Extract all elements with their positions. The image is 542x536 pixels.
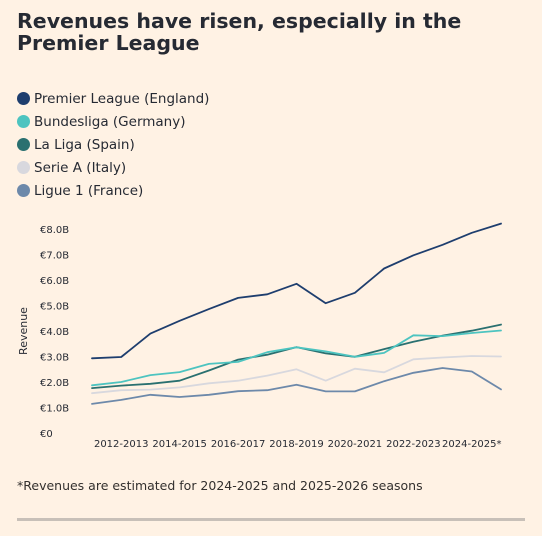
legend-label-la-liga: La Liga (Spain) <box>34 136 135 153</box>
y-tick-label: €6.0B <box>40 276 69 287</box>
series-line-serie-a-italy <box>91 355 502 395</box>
series-line-bundesliga-germany <box>91 329 502 387</box>
legend-item-serie-a: Serie A (Italy) <box>17 156 209 179</box>
y-tick-label: €8.0B <box>40 225 69 236</box>
legend-item-premier-league: Premier League (England) <box>17 87 209 110</box>
y-tick-label: €7.0B <box>40 251 69 262</box>
series-line-premier-league-england <box>91 222 502 360</box>
y-axis-label: Revenue <box>17 307 30 355</box>
legend-swatch-la-liga <box>17 138 30 151</box>
y-axis-ticks: €0 €1.0B €2.0B €3.0B €4.0B €5.0B €6.0B €7.0B €8.… <box>40 225 69 440</box>
series-line-ligue-1-france <box>91 367 502 405</box>
y-tick-label: €2.0B <box>40 378 69 389</box>
x-tick-label: 2020-2021 <box>328 439 383 450</box>
x-tick-label: 2018-2019 <box>269 439 324 450</box>
bottom-rule <box>17 518 525 521</box>
x-tick-label: 2012-2013 <box>94 439 149 450</box>
x-tick-label: 2024-2025* <box>442 439 502 450</box>
x-axis-ticks: 2012-2013 2014-2015 2016-2017 2018-2019 2020… <box>94 439 502 450</box>
legend-swatch-bundesliga <box>17 115 30 128</box>
legend: Premier League (England) Bundesliga (Ger… <box>17 87 209 202</box>
y-tick-label: €3.0B <box>40 353 69 364</box>
legend-label-serie-a: Serie A (Italy) <box>34 159 127 176</box>
series-lines <box>91 222 502 405</box>
series-line-la-liga-spain <box>91 323 502 390</box>
y-tick-label: €0 <box>40 429 53 440</box>
legend-swatch-ligue-1 <box>17 184 30 197</box>
x-tick-label: 2014-2015 <box>152 439 207 450</box>
x-tick-label: 2022-2023 <box>386 439 441 450</box>
y-tick-label: €4.0B <box>40 327 69 338</box>
chart-title: Revenues have risen, especially in the P… <box>17 9 462 55</box>
legend-item-bundesliga: Bundesliga (Germany) <box>17 110 209 133</box>
legend-label-ligue-1: Ligue 1 (France) <box>34 182 144 199</box>
legend-swatch-serie-a <box>17 161 30 174</box>
x-tick-label: 2016-2017 <box>211 439 266 450</box>
legend-item-ligue-1: Ligue 1 (France) <box>17 179 209 202</box>
legend-label-bundesliga: Bundesliga (Germany) <box>34 113 186 130</box>
legend-item-la-liga: La Liga (Spain) <box>17 133 209 156</box>
y-tick-label: €5.0B <box>40 302 69 313</box>
legend-swatch-premier-league <box>17 92 30 105</box>
legend-label-premier-league: Premier League (England) <box>34 90 210 107</box>
footnote: *Revenues are estimated for 2024-2025 an… <box>17 478 423 493</box>
y-tick-label: €1.0B <box>40 404 69 415</box>
